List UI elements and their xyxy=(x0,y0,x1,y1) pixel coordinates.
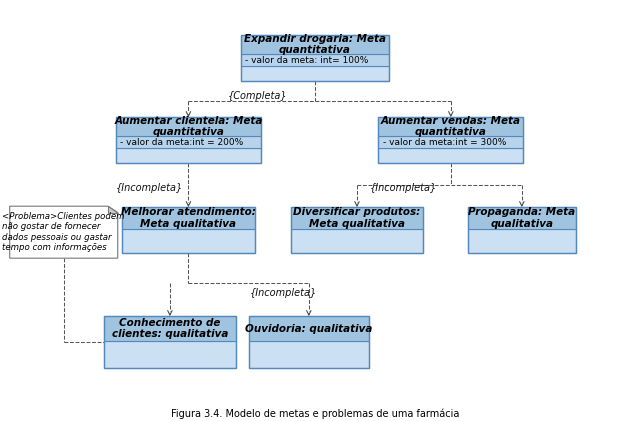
Bar xyxy=(378,136,524,149)
Text: Propaganda: Meta
qualitativa: Propaganda: Meta qualitativa xyxy=(468,208,575,229)
Text: - valor da meta:int = 200%: - valor da meta:int = 200% xyxy=(120,138,243,147)
Text: {Completa}: {Completa} xyxy=(227,91,287,101)
Bar xyxy=(103,316,236,368)
Bar xyxy=(468,207,576,229)
Text: Aumentar clientela: Meta
quantitativa: Aumentar clientela: Meta quantitativa xyxy=(114,116,263,137)
Bar xyxy=(378,117,524,163)
Text: Aumentar vendas: Meta
quantitativa: Aumentar vendas: Meta quantitativa xyxy=(381,116,521,137)
Bar xyxy=(290,207,423,253)
Bar xyxy=(116,136,261,149)
Bar xyxy=(241,35,389,53)
Bar xyxy=(241,53,389,67)
Bar xyxy=(116,117,261,163)
Text: Melhorar atendimento:
Meta qualitativa: Melhorar atendimento: Meta qualitativa xyxy=(121,208,256,229)
Text: Figura 3.4. Modelo de metas e problemas de uma farmácia: Figura 3.4. Modelo de metas e problemas … xyxy=(171,408,459,419)
Polygon shape xyxy=(9,206,118,258)
Text: Diversificar produtos:
Meta qualitativa: Diversificar produtos: Meta qualitativa xyxy=(294,208,421,229)
Text: {Incompleta}: {Incompleta} xyxy=(369,183,437,193)
Bar xyxy=(241,35,389,81)
Text: - valor da meta: int= 100%: - valor da meta: int= 100% xyxy=(245,56,369,64)
Bar xyxy=(122,229,255,253)
Bar xyxy=(122,207,255,229)
Bar xyxy=(290,207,423,229)
Text: Expandir drogaria: Meta
quantitativa: Expandir drogaria: Meta quantitativa xyxy=(244,34,386,55)
Bar xyxy=(122,207,255,253)
Bar xyxy=(378,149,524,163)
Text: {Incompleta}: {Incompleta} xyxy=(250,288,318,298)
Bar xyxy=(103,316,236,341)
Text: {Incompleta}: {Incompleta} xyxy=(116,183,183,193)
Text: <Problema>Clientes podem
não gostar de fornecer
dados pessoais ou gastar
tempo c: <Problema>Clientes podem não gostar de f… xyxy=(3,212,125,252)
Bar xyxy=(103,341,236,368)
Bar xyxy=(249,341,369,368)
Bar xyxy=(468,207,576,253)
Bar xyxy=(116,117,261,136)
Bar xyxy=(290,229,423,253)
Bar xyxy=(241,67,389,81)
Bar xyxy=(249,316,369,341)
Bar xyxy=(249,316,369,368)
Text: Conhecimento de
clientes: qualitativa: Conhecimento de clientes: qualitativa xyxy=(112,318,228,339)
Polygon shape xyxy=(108,206,118,213)
Bar xyxy=(468,229,576,253)
Text: - valor da meta:int = 300%: - valor da meta:int = 300% xyxy=(382,138,506,147)
Text: Ouvidoria: qualitativa: Ouvidoria: qualitativa xyxy=(245,324,372,334)
Bar xyxy=(116,149,261,163)
Bar xyxy=(378,117,524,136)
